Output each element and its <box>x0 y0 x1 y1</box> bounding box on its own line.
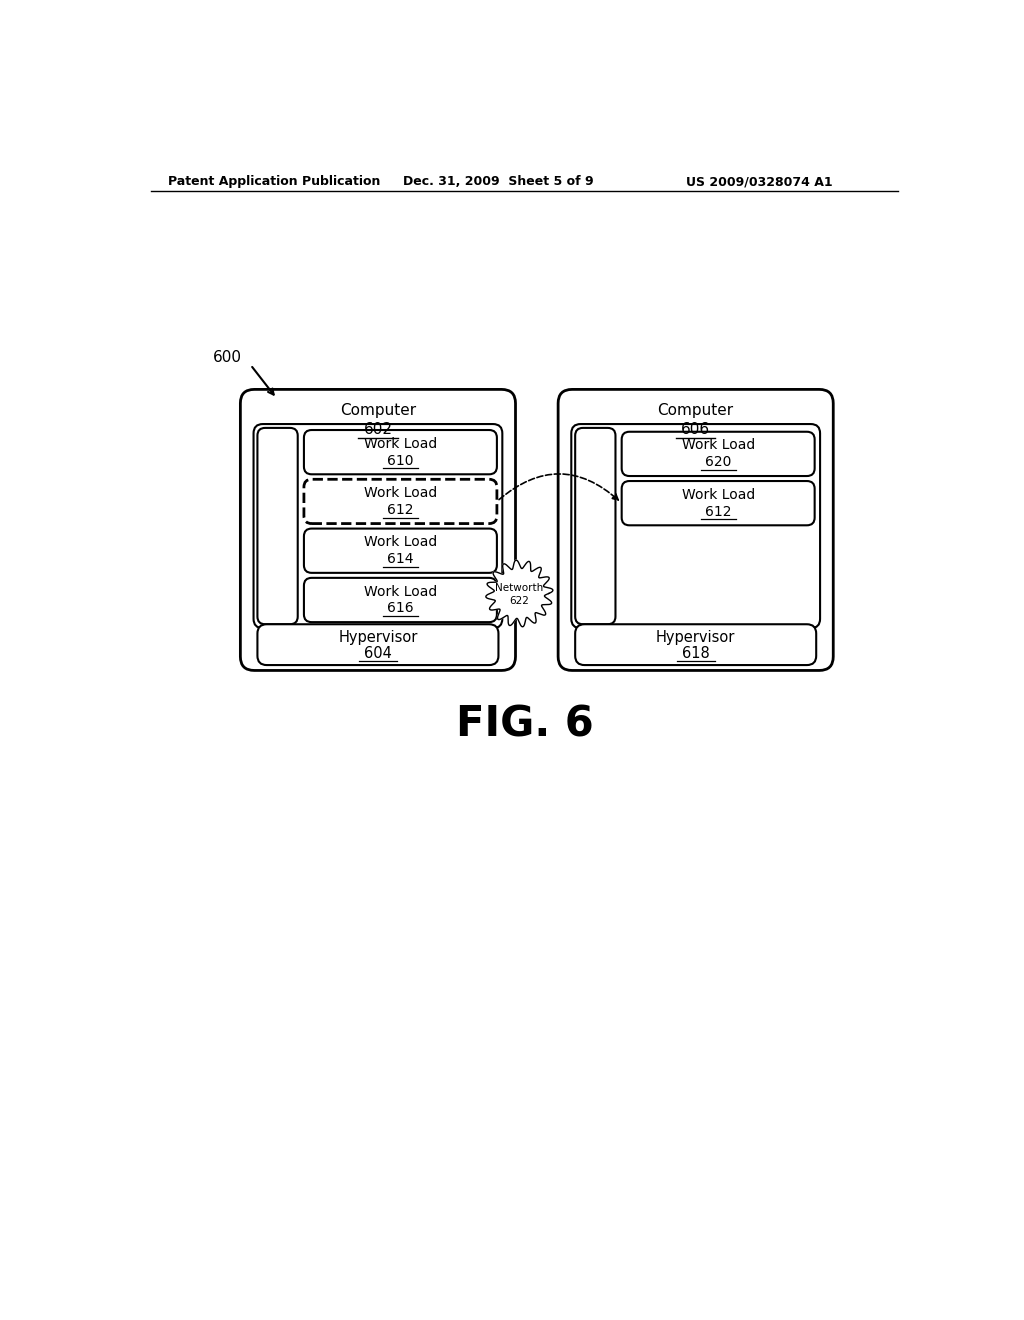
Text: 612: 612 <box>705 504 731 519</box>
Text: 618: 618 <box>682 645 710 660</box>
FancyBboxPatch shape <box>304 578 497 622</box>
FancyBboxPatch shape <box>304 528 497 573</box>
FancyBboxPatch shape <box>304 479 497 524</box>
Text: 614: 614 <box>387 552 414 566</box>
Text: 620: 620 <box>705 455 731 470</box>
Text: Hypervisor: Hypervisor <box>338 630 418 645</box>
FancyArrowPatch shape <box>499 474 618 500</box>
FancyBboxPatch shape <box>254 424 503 628</box>
Text: 612: 612 <box>387 503 414 517</box>
FancyBboxPatch shape <box>575 624 816 665</box>
Text: Patent Application Publication: Patent Application Publication <box>168 176 381 189</box>
Text: 604: 604 <box>364 645 392 660</box>
Text: 600: 600 <box>213 350 243 364</box>
FancyBboxPatch shape <box>622 432 815 477</box>
Text: Computer: Computer <box>657 403 734 417</box>
FancyBboxPatch shape <box>571 424 820 628</box>
FancyBboxPatch shape <box>257 428 298 624</box>
Text: Work Load: Work Load <box>682 438 755 453</box>
Text: 616: 616 <box>387 602 414 615</box>
Text: FIG. 6: FIG. 6 <box>456 704 594 746</box>
Text: Computer: Computer <box>340 403 416 417</box>
FancyBboxPatch shape <box>622 480 815 525</box>
Text: Hypervisor: Hypervisor <box>656 630 735 645</box>
Text: 622: 622 <box>509 597 529 606</box>
Text: Work Load: Work Load <box>364 486 437 500</box>
Text: Work Load: Work Load <box>682 487 755 502</box>
Text: 606: 606 <box>681 422 711 437</box>
Text: Networth: Networth <box>496 583 544 593</box>
Text: Work Load: Work Load <box>364 535 437 549</box>
Text: 610: 610 <box>387 454 414 467</box>
FancyBboxPatch shape <box>558 389 834 671</box>
Polygon shape <box>485 560 553 627</box>
Text: Work Load: Work Load <box>364 437 437 450</box>
Text: Dec. 31, 2009  Sheet 5 of 9: Dec. 31, 2009 Sheet 5 of 9 <box>403 176 594 189</box>
Text: US 2009/0328074 A1: US 2009/0328074 A1 <box>686 176 833 189</box>
FancyBboxPatch shape <box>304 430 497 474</box>
Text: Work Load: Work Load <box>364 585 437 598</box>
FancyBboxPatch shape <box>241 389 515 671</box>
FancyBboxPatch shape <box>575 428 615 624</box>
Text: 602: 602 <box>364 422 392 437</box>
FancyBboxPatch shape <box>257 624 499 665</box>
